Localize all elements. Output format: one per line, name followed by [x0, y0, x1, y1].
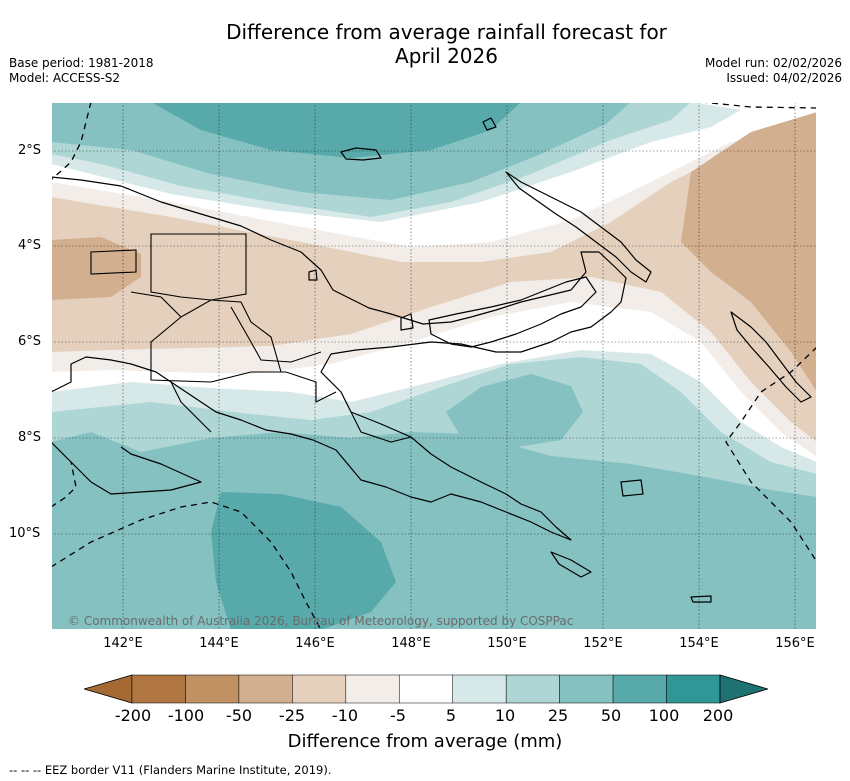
- lon-tick-156e: 156°E: [775, 636, 815, 651]
- copyright-notice: © Commonwealth of Australia 2026, Bureau…: [68, 614, 574, 628]
- map-title: Difference from average rainfall forecas…: [0, 20, 850, 68]
- contour-north-100: [151, 102, 521, 158]
- colorbar-swatch: [238, 674, 293, 704]
- map-frame: [51, 102, 817, 630]
- new-britain-coastline-icon: [428, 276, 597, 348]
- colorbar-label: -10: [331, 706, 359, 725]
- colorbar-label: -50: [225, 706, 253, 725]
- graticule: [51, 102, 817, 630]
- contour-dry-25-east: [681, 112, 817, 392]
- island-coastline-icon: [690, 595, 712, 603]
- model-name: Model: ACCESS-S2: [9, 71, 121, 85]
- colorbar-label: 10: [494, 706, 516, 725]
- lon-tick-146e: 146°E: [295, 636, 335, 651]
- colorbar-label: -200: [114, 706, 152, 725]
- lon-tick-152e: 152°E: [583, 636, 623, 651]
- island-coastline-icon: [550, 551, 592, 578]
- meta-left: Base period: 1981-2018 Model: ACCESS-S2: [9, 56, 154, 86]
- papua-new-guinea-coastline-icon: [51, 441, 202, 495]
- rainfall-map: [51, 102, 817, 630]
- lat-tick-4s: 4°S: [18, 238, 42, 253]
- colorbar-swatch: [345, 674, 400, 704]
- model-run: Model run: 02/02/2026: [704, 56, 842, 70]
- colorbar-label: -5: [390, 706, 406, 725]
- title-line-1: Difference from average rainfall forecas…: [226, 20, 667, 44]
- colorbar-swatch: [452, 674, 507, 704]
- colorbar-title: Difference from average (mm): [287, 731, 563, 752]
- contour-dry-10: [51, 132, 817, 442]
- lat-tick-8s: 8°S: [18, 430, 42, 445]
- eez-legend: -- -- -- EEZ border V11 (Flanders Marine…: [9, 763, 332, 777]
- bougainville-coastline-icon: [730, 311, 812, 403]
- province-border-icon: [90, 233, 412, 443]
- title-line-2: April 2026: [395, 44, 498, 68]
- contour-dry-25: [51, 237, 141, 300]
- contour-south-100: [211, 492, 396, 630]
- colorbar-swatch: [559, 674, 614, 704]
- new-ireland-coastline-icon: [505, 171, 652, 283]
- island-coastline-icon: [308, 269, 318, 281]
- island-coastline-icon: [482, 117, 497, 131]
- colorbar-swatch: [399, 674, 453, 704]
- meta-right: Model run: 02/02/2026 Issued: 04/02/2026: [705, 56, 842, 86]
- issued-date: Issued: 04/02/2026: [726, 71, 842, 85]
- base-period: Base period: 1981-2018: [9, 56, 154, 70]
- lon-tick-148e: 148°E: [391, 636, 431, 651]
- colorbar-swatch: [666, 674, 721, 704]
- lat-tick-10s: 10°S: [9, 526, 41, 541]
- island-coastline-icon: [400, 313, 414, 331]
- colorbar-swatch: [131, 674, 186, 704]
- colorbar-label: -100: [167, 706, 205, 725]
- island-coastline-icon: [620, 479, 644, 497]
- manus-coastline-icon: [340, 147, 382, 161]
- colorbar-arrow-left: [84, 674, 133, 704]
- lon-tick-144e: 144°E: [199, 636, 239, 651]
- eez-border-icon: [51, 102, 817, 630]
- lat-tick-2s: 2°S: [18, 143, 42, 158]
- colorbar-swatch: [185, 674, 240, 704]
- lat-tick-6s: 6°S: [18, 334, 42, 349]
- colorbar-swatch: [612, 674, 667, 704]
- colorbar: [84, 674, 768, 704]
- colorbar-label: -25: [278, 706, 306, 725]
- contour-central-50: [446, 374, 583, 448]
- colorbar-label: 200: [702, 706, 734, 725]
- colorbar-swatch: [292, 674, 347, 704]
- colorbar-label: 100: [648, 706, 680, 725]
- colorbar-label: 25: [547, 706, 569, 725]
- colorbar-swatch: [505, 674, 560, 704]
- colorbar-label: 5: [445, 706, 457, 725]
- colorbar-arrow-right: [719, 674, 768, 704]
- lon-tick-142e: 142°E: [103, 636, 143, 651]
- lon-tick-154e: 154°E: [679, 636, 719, 651]
- colorbar-label: 50: [600, 706, 622, 725]
- lon-tick-150e: 150°E: [487, 636, 527, 651]
